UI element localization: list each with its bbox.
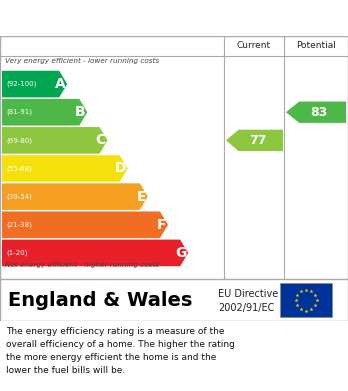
Text: 77: 77 [249,134,266,147]
Text: B: B [75,105,86,119]
Text: F: F [157,218,166,232]
Text: C: C [96,133,106,147]
Polygon shape [2,71,67,97]
Polygon shape [2,212,168,238]
Text: (1-20): (1-20) [6,250,27,256]
Text: (92-100): (92-100) [6,81,37,87]
Text: (21-38): (21-38) [6,222,32,228]
Polygon shape [286,102,346,123]
Text: Potential: Potential [296,41,336,50]
Polygon shape [2,99,87,126]
Text: E: E [137,190,146,204]
Text: 83: 83 [310,106,327,119]
Polygon shape [2,183,148,210]
Bar [280,283,332,317]
Polygon shape [2,155,128,182]
Text: 2002/91/EC: 2002/91/EC [218,303,274,312]
Text: England & Wales: England & Wales [8,291,192,310]
Text: (39-54): (39-54) [6,194,32,200]
Text: (81-91): (81-91) [6,109,32,115]
Polygon shape [226,130,283,151]
Polygon shape [2,240,188,266]
Text: Not energy efficient - higher running costs: Not energy efficient - higher running co… [5,262,159,268]
Text: G: G [175,246,187,260]
Text: Current: Current [237,41,271,50]
Text: (69-80): (69-80) [6,137,32,143]
Text: D: D [114,161,126,176]
Text: A: A [55,77,66,91]
Polygon shape [2,127,108,154]
Text: Energy Efficiency Rating: Energy Efficiency Rating [10,9,239,27]
Text: The energy efficiency rating is a measure of the
overall efficiency of a home. T: The energy efficiency rating is a measur… [6,327,235,375]
Text: (55-68): (55-68) [6,165,32,172]
Text: Very energy efficient - lower running costs: Very energy efficient - lower running co… [5,58,159,64]
Text: EU Directive: EU Directive [218,289,278,299]
